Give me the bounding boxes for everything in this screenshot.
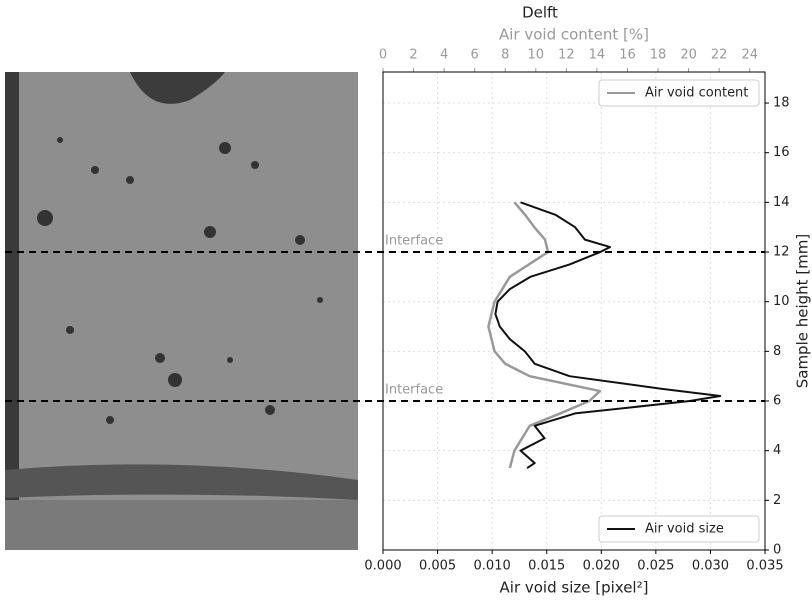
image-void	[130, 72, 225, 104]
x2-tick-label: 20	[680, 48, 697, 63]
x-tick-label: 0.020	[583, 559, 620, 574]
x-tick-label: 0.015	[528, 559, 565, 574]
y-tick-label: 14	[773, 195, 790, 210]
plot-frame	[382, 71, 766, 551]
x2-tick-label: 2	[409, 48, 417, 63]
y-tick-label: 16	[773, 145, 790, 160]
y-tick-label: 8	[773, 344, 781, 359]
y-tick-label: 0	[773, 543, 781, 558]
legend-box	[598, 515, 760, 543]
x2-tick-label: 16	[619, 48, 636, 63]
legend-label: Air void size	[645, 522, 724, 537]
y-tick-label: 18	[773, 96, 790, 111]
x2-tick-label: 12	[558, 48, 575, 63]
x2-tick-label: 0	[379, 48, 387, 63]
x2-tick-label: 14	[589, 48, 606, 63]
x2-tick-label: 10	[528, 48, 545, 63]
annotation: Interface	[385, 234, 443, 249]
x-tick-label: 0.030	[692, 559, 729, 574]
x-tick-label: 0.035	[746, 559, 783, 574]
y-tick-label: 12	[773, 245, 790, 260]
y-tick-label: 6	[773, 394, 781, 409]
y-tick-label: 2	[773, 493, 781, 508]
x2-tick-label: 4	[440, 48, 448, 63]
x-tick-label: 0.010	[474, 559, 511, 574]
x-axis-label: Air void size [pixel²]	[500, 579, 649, 597]
legend: Air void size	[598, 515, 760, 543]
x2-tick-label: 6	[471, 48, 479, 63]
image-crack	[5, 464, 358, 500]
annotation: Interface	[385, 383, 443, 398]
image-pores	[37, 137, 323, 424]
x2-tick-label: 22	[711, 48, 728, 63]
x2-tick-label: 8	[501, 48, 509, 63]
image-bottom	[5, 500, 358, 550]
x2-tick-label: 24	[741, 48, 758, 63]
series-line	[487, 201, 602, 469]
x-tick-label: 0.005	[419, 559, 456, 574]
image-edge	[5, 72, 19, 550]
chart-title: Delft	[522, 4, 558, 22]
legend-box	[598, 79, 760, 107]
y-axis-label: Sample height [mm]	[794, 234, 812, 389]
y-tick-label: 4	[773, 443, 781, 458]
x-tick-label: 0.025	[637, 559, 674, 574]
sample-image	[5, 72, 358, 550]
legend-label: Air void content	[645, 86, 748, 101]
x2-tick-label: 18	[650, 48, 667, 63]
x-tick-label: 0.000	[364, 559, 401, 574]
y-tick-label: 10	[773, 294, 790, 309]
x2-axis-label: Air void content [%]	[499, 26, 649, 44]
series-line	[494, 201, 722, 469]
legend: Air void content	[598, 79, 760, 107]
